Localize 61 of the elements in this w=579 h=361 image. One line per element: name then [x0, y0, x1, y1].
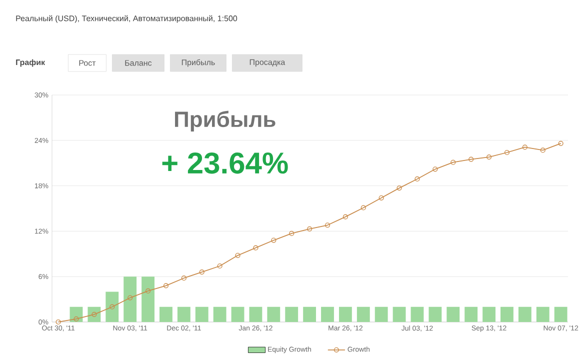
point	[217, 263, 222, 269]
point	[342, 214, 348, 220]
bar	[356, 306, 370, 322]
annotation: Прибыль	[175, 110, 276, 132]
point	[522, 144, 528, 150]
bar	[124, 276, 137, 322]
point	[414, 176, 420, 182]
point	[145, 288, 151, 294]
bar	[142, 276, 154, 322]
point	[289, 230, 294, 236]
text: Рост	[79, 60, 96, 66]
point	[504, 150, 510, 156]
bar	[321, 306, 334, 322]
bar	[428, 306, 442, 322]
point	[307, 226, 312, 232]
text: График	[16, 59, 46, 67]
bar	[446, 306, 460, 322]
point	[450, 160, 456, 165]
bar	[338, 306, 352, 322]
point	[324, 222, 330, 228]
bar	[303, 306, 316, 322]
point	[74, 316, 79, 322]
text: Просадка	[250, 59, 286, 67]
text: Баланс	[125, 60, 152, 66]
bar	[410, 306, 424, 322]
point	[396, 186, 402, 191]
point	[181, 276, 186, 281]
annotation: + 23.64%	[162, 152, 288, 174]
bar	[536, 306, 550, 322]
bar	[285, 306, 298, 322]
bar	[464, 306, 478, 322]
point	[128, 295, 133, 300]
bar	[213, 306, 226, 322]
point	[378, 195, 384, 200]
bar	[195, 306, 208, 322]
bar	[518, 306, 532, 322]
bar	[374, 306, 388, 322]
bar	[231, 306, 244, 322]
point	[271, 238, 276, 243]
bar	[177, 306, 190, 322]
bar	[106, 292, 119, 322]
point	[468, 156, 474, 162]
bar	[267, 306, 280, 322]
point	[360, 205, 366, 210]
point	[199, 270, 204, 275]
point	[432, 166, 438, 172]
point	[253, 245, 258, 250]
point	[486, 154, 492, 160]
bar	[249, 306, 262, 322]
bar	[500, 306, 514, 322]
chart-subtitle: Реальный (USD), Технический, Автоматизированный, 1:500	[16, 15, 238, 23]
point	[110, 304, 115, 310]
bar	[88, 306, 101, 322]
point	[540, 148, 546, 153]
bar	[160, 306, 172, 322]
bar	[482, 306, 496, 322]
text: Прибыль	[182, 59, 215, 67]
point	[235, 252, 240, 258]
point	[163, 283, 169, 288]
bar	[554, 306, 568, 322]
bar	[392, 306, 406, 322]
